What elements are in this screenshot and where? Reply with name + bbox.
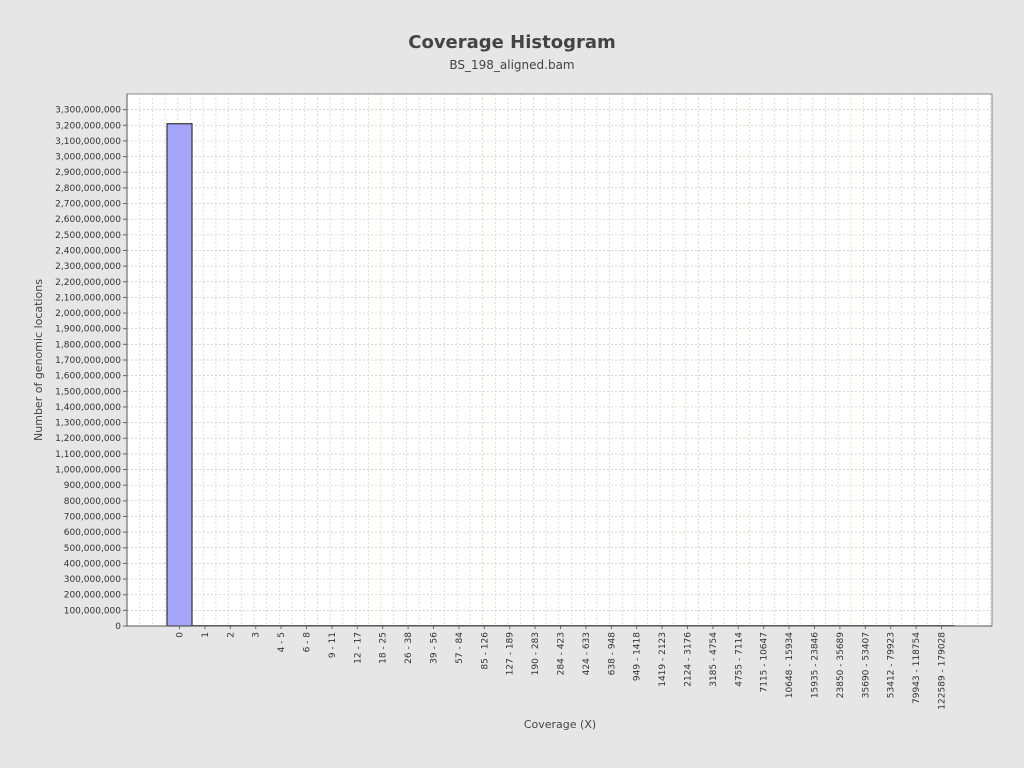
y-tick-label: 1,700,000,000 bbox=[55, 356, 121, 366]
x-tick-label: 9 - 11 bbox=[328, 632, 338, 658]
y-tick-label: 0 bbox=[115, 622, 121, 632]
x-tick-label: 2 bbox=[226, 632, 236, 638]
x-tick-label: 57 - 84 bbox=[455, 632, 465, 664]
y-tick-label: 1,400,000,000 bbox=[55, 403, 121, 413]
x-tick-label: 79943 - 118754 bbox=[912, 632, 922, 704]
y-tick-label: 2,700,000,000 bbox=[55, 200, 121, 210]
y-tick-label: 1,000,000,000 bbox=[55, 466, 121, 476]
chart-title: Coverage Histogram bbox=[408, 32, 615, 53]
y-tick-label: 700,000,000 bbox=[64, 512, 122, 522]
x-tick-label: 85 - 126 bbox=[480, 632, 490, 670]
y-tick-label: 3,300,000,000 bbox=[55, 106, 121, 116]
x-tick-label: 39 - 56 bbox=[430, 632, 440, 664]
y-tick-label: 300,000,000 bbox=[64, 575, 122, 585]
chart-subtitle: BS_198_aligned.bam bbox=[449, 58, 574, 72]
y-tick-label: 600,000,000 bbox=[64, 528, 122, 538]
x-tick-label: 0 bbox=[176, 632, 186, 638]
x-tick-label: 10648 - 15934 bbox=[785, 632, 795, 699]
x-tick-label: 949 - 1418 bbox=[633, 632, 643, 681]
x-tick-label: 1 bbox=[201, 632, 211, 638]
y-tick-label: 1,200,000,000 bbox=[55, 434, 121, 444]
x-tick-label: 23850 - 35689 bbox=[836, 632, 846, 699]
x-axis-ticks: 0 1 2 3 4 - 5 6 - 8 9 - 11 12 - 17 18 - 25 26 - 3… bbox=[176, 626, 948, 710]
x-tick-label: 190 - 283 bbox=[531, 632, 541, 675]
y-tick-label: 100,000,000 bbox=[64, 606, 122, 616]
x-tick-label: 12 - 17 bbox=[353, 632, 363, 664]
y-tick-label: 1,300,000,000 bbox=[55, 419, 121, 429]
y-tick-label: 200,000,000 bbox=[64, 591, 122, 601]
y-axis-ticks: 0 100,000,000 200,000,000 300,000,000 400,00… bbox=[55, 106, 127, 632]
x-tick-label: 2124 - 3176 bbox=[684, 632, 694, 687]
y-tick-label: 800,000,000 bbox=[64, 497, 122, 507]
x-tick-label: 122589 - 179028 bbox=[938, 632, 948, 710]
y-tick-label: 2,500,000,000 bbox=[55, 231, 121, 241]
histogram-bar bbox=[166, 123, 193, 627]
x-tick-label: 18 - 25 bbox=[379, 632, 389, 664]
x-tick-label: 53412 - 79923 bbox=[887, 632, 897, 698]
y-tick-label: 1,600,000,000 bbox=[55, 372, 121, 382]
y-tick-label: 900,000,000 bbox=[64, 481, 122, 491]
y-tick-label: 2,900,000,000 bbox=[55, 168, 121, 178]
y-tick-label: 2,300,000,000 bbox=[55, 262, 121, 272]
x-tick-label: 1419 - 2123 bbox=[658, 632, 668, 687]
y-tick-label: 1,800,000,000 bbox=[55, 340, 121, 350]
y-tick-label: 2,800,000,000 bbox=[55, 184, 121, 194]
x-tick-label: 4755 - 7114 bbox=[734, 632, 744, 687]
y-tick-label: 1,100,000,000 bbox=[55, 450, 121, 460]
y-tick-label: 2,200,000,000 bbox=[55, 278, 121, 288]
x-axis-label: Coverage (X) bbox=[524, 718, 596, 731]
y-tick-label: 1,900,000,000 bbox=[55, 325, 121, 335]
x-tick-label: 127 - 189 bbox=[506, 632, 516, 676]
y-tick-label: 2,600,000,000 bbox=[55, 215, 121, 225]
y-tick-label: 400,000,000 bbox=[64, 559, 122, 569]
y-tick-label: 1,500,000,000 bbox=[55, 387, 121, 397]
x-tick-label: 284 - 423 bbox=[557, 632, 567, 675]
y-tick-label: 2,100,000,000 bbox=[55, 293, 121, 303]
x-tick-label: 3185 - 4754 bbox=[709, 632, 719, 687]
x-tick-label: 6 - 8 bbox=[303, 632, 313, 653]
x-tick-label: 15935 - 23846 bbox=[811, 632, 821, 699]
y-tick-label: 3,100,000,000 bbox=[55, 137, 121, 147]
x-tick-label: 638 - 948 bbox=[607, 632, 617, 676]
x-tick-label: 3 bbox=[252, 632, 262, 638]
y-axis-label: Number of genomic locations bbox=[32, 279, 45, 441]
x-tick-label: 35690 - 53407 bbox=[861, 632, 871, 698]
x-tick-label: 4 - 5 bbox=[277, 632, 287, 652]
y-tick-label: 3,200,000,000 bbox=[55, 121, 121, 131]
y-tick-label: 2,000,000,000 bbox=[55, 309, 121, 319]
y-tick-label: 500,000,000 bbox=[64, 544, 122, 554]
y-tick-label: 2,400,000,000 bbox=[55, 246, 121, 256]
x-tick-label: 424 - 633 bbox=[582, 632, 592, 675]
y-tick-label: 3,000,000,000 bbox=[55, 153, 121, 163]
x-tick-label: 26 - 38 bbox=[404, 632, 414, 664]
x-tick-label: 7115 - 10647 bbox=[760, 632, 770, 693]
